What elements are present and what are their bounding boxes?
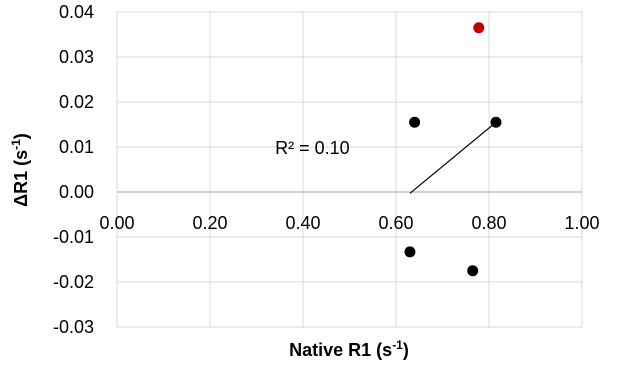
data-point	[490, 116, 502, 128]
x-tick-label: 0.60	[378, 213, 413, 233]
tick-labels: 0.00 0.20 0.40 0.60 0.80 1.00-0.03-0.02-0.010…	[53, 2, 600, 337]
y-tick-label: -0.02	[53, 272, 94, 292]
x-axis-title: Native R1 (s-1)	[289, 338, 409, 360]
x-tick-label: 0.40	[285, 213, 320, 233]
y-tick-label: 0.03	[59, 47, 94, 67]
y-tick-label: -0.03	[53, 317, 94, 337]
x-tick-label: 0.80	[471, 213, 506, 233]
y-tick-label: 0.00	[59, 182, 94, 202]
trendline	[409, 121, 497, 194]
data-point	[409, 116, 421, 128]
x-tick-label: 0.20	[192, 213, 227, 233]
data-points	[404, 22, 502, 277]
y-tick-label: -0.01	[53, 227, 94, 247]
y-tick-label: 0.02	[59, 92, 94, 112]
trendline-group	[409, 121, 497, 194]
x-tick-label: 1.00	[564, 213, 599, 233]
x-tick-label: 0.00	[99, 213, 134, 233]
data-point	[404, 246, 416, 258]
y-tick-label: 0.01	[59, 137, 94, 157]
data-point	[467, 265, 479, 277]
y-axis-title: ΔR1 (s-1)	[9, 133, 31, 207]
data-point	[473, 22, 485, 34]
y-tick-label: 0.04	[59, 2, 94, 22]
grid-lines	[116, 11, 583, 328]
r-squared-annotation: R² = 0.10	[275, 138, 350, 158]
